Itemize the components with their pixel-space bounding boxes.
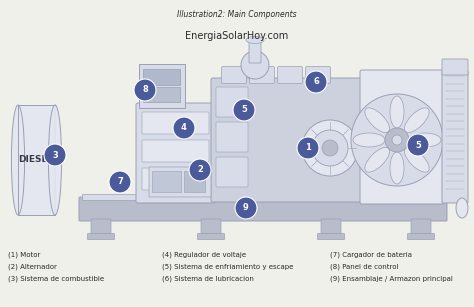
Circle shape bbox=[173, 117, 195, 139]
Text: 8: 8 bbox=[142, 86, 148, 95]
FancyBboxPatch shape bbox=[277, 67, 302, 84]
FancyBboxPatch shape bbox=[144, 87, 181, 102]
FancyBboxPatch shape bbox=[249, 41, 261, 63]
FancyBboxPatch shape bbox=[201, 219, 221, 237]
Text: DIESEL: DIESEL bbox=[18, 156, 54, 165]
Ellipse shape bbox=[456, 198, 468, 218]
Ellipse shape bbox=[365, 147, 390, 172]
Text: Illustration2: Main Components: Illustration2: Main Components bbox=[177, 10, 297, 19]
Circle shape bbox=[134, 79, 156, 101]
FancyBboxPatch shape bbox=[411, 219, 431, 237]
Text: 5: 5 bbox=[241, 106, 247, 115]
Ellipse shape bbox=[390, 96, 404, 128]
FancyBboxPatch shape bbox=[82, 194, 444, 200]
FancyBboxPatch shape bbox=[221, 67, 246, 84]
Ellipse shape bbox=[390, 152, 404, 184]
Circle shape bbox=[297, 137, 319, 159]
Circle shape bbox=[109, 171, 131, 193]
Ellipse shape bbox=[11, 105, 25, 215]
FancyBboxPatch shape bbox=[360, 70, 444, 204]
Text: 7: 7 bbox=[117, 177, 123, 186]
Text: (2) Alternador: (2) Alternador bbox=[8, 264, 57, 270]
FancyBboxPatch shape bbox=[139, 64, 185, 108]
Text: EnergiaSolarHoy.com: EnergiaSolarHoy.com bbox=[185, 31, 289, 41]
FancyBboxPatch shape bbox=[442, 71, 468, 203]
FancyBboxPatch shape bbox=[442, 59, 468, 75]
FancyBboxPatch shape bbox=[136, 103, 215, 203]
Text: (1) Motor: (1) Motor bbox=[8, 252, 40, 258]
Ellipse shape bbox=[246, 37, 264, 44]
Circle shape bbox=[302, 120, 358, 176]
Ellipse shape bbox=[48, 105, 62, 215]
Ellipse shape bbox=[353, 133, 385, 147]
Ellipse shape bbox=[365, 108, 390, 133]
FancyBboxPatch shape bbox=[249, 67, 274, 84]
FancyBboxPatch shape bbox=[216, 87, 248, 117]
Text: (8) Panel de control: (8) Panel de control bbox=[330, 264, 399, 270]
Text: (7) Cargador de bateria: (7) Cargador de bateria bbox=[330, 252, 412, 258]
Circle shape bbox=[305, 71, 327, 93]
Circle shape bbox=[385, 128, 409, 152]
Text: 3: 3 bbox=[52, 150, 58, 160]
FancyBboxPatch shape bbox=[318, 234, 345, 239]
Circle shape bbox=[189, 159, 211, 181]
FancyBboxPatch shape bbox=[142, 112, 209, 134]
FancyBboxPatch shape bbox=[18, 105, 55, 215]
Text: 5: 5 bbox=[415, 141, 421, 150]
Text: (3) Sistema de combustible: (3) Sistema de combustible bbox=[8, 276, 104, 282]
FancyBboxPatch shape bbox=[142, 168, 209, 190]
FancyBboxPatch shape bbox=[216, 157, 248, 187]
Circle shape bbox=[392, 135, 402, 145]
FancyBboxPatch shape bbox=[149, 167, 211, 197]
FancyBboxPatch shape bbox=[216, 122, 248, 152]
Circle shape bbox=[322, 140, 338, 156]
Text: 9: 9 bbox=[243, 204, 249, 212]
FancyBboxPatch shape bbox=[88, 234, 115, 239]
Text: 6: 6 bbox=[313, 77, 319, 87]
Ellipse shape bbox=[404, 108, 429, 133]
FancyBboxPatch shape bbox=[198, 234, 225, 239]
Circle shape bbox=[235, 197, 257, 219]
FancyBboxPatch shape bbox=[153, 170, 182, 192]
FancyBboxPatch shape bbox=[144, 68, 181, 84]
Circle shape bbox=[407, 134, 429, 156]
FancyBboxPatch shape bbox=[91, 219, 111, 237]
Text: (4) Regulador de voltaje: (4) Regulador de voltaje bbox=[162, 252, 246, 258]
Text: 4: 4 bbox=[181, 123, 187, 133]
FancyBboxPatch shape bbox=[408, 234, 435, 239]
FancyBboxPatch shape bbox=[321, 219, 341, 237]
Ellipse shape bbox=[404, 147, 429, 172]
Circle shape bbox=[241, 51, 269, 79]
Circle shape bbox=[233, 99, 255, 121]
Text: (6) Sistema de lubricacion: (6) Sistema de lubricacion bbox=[162, 276, 254, 282]
Text: 2: 2 bbox=[197, 165, 203, 174]
FancyBboxPatch shape bbox=[211, 78, 363, 202]
Text: (5) Sistema de enfriamiento y escape: (5) Sistema de enfriamiento y escape bbox=[162, 264, 293, 270]
FancyBboxPatch shape bbox=[79, 197, 447, 221]
Circle shape bbox=[312, 130, 348, 166]
Text: 1: 1 bbox=[305, 143, 311, 153]
FancyBboxPatch shape bbox=[142, 140, 209, 162]
FancyBboxPatch shape bbox=[184, 170, 206, 192]
FancyBboxPatch shape bbox=[306, 67, 330, 84]
Circle shape bbox=[44, 144, 66, 166]
Text: (9) Ensamblaje / Armazon principal: (9) Ensamblaje / Armazon principal bbox=[330, 276, 453, 282]
Circle shape bbox=[351, 94, 443, 186]
Ellipse shape bbox=[409, 133, 441, 147]
